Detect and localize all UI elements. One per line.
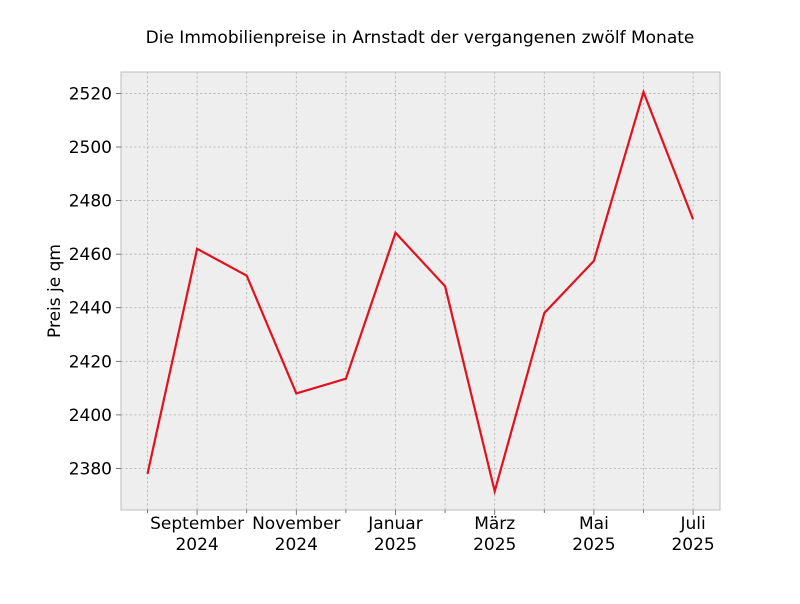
y-tick-label: 2500 — [69, 138, 112, 158]
x-tick-label-line: 2025 — [572, 535, 615, 555]
x-tick-label-line: Mai — [579, 514, 609, 534]
x-tick-label-line: 2025 — [473, 535, 516, 555]
x-tick-label-line: 2024 — [175, 535, 218, 555]
y-tick-label: 2420 — [69, 352, 112, 372]
y-tick-label: 2380 — [69, 459, 112, 479]
x-tick-label-line: März — [474, 514, 515, 534]
y-tick-label: 2400 — [69, 406, 112, 426]
x-tick-label-line: 2024 — [275, 535, 318, 555]
x-tick-label-line: 2025 — [374, 535, 417, 555]
x-tick-label-line: September — [150, 514, 244, 534]
x-tick-label-line: Juli — [679, 514, 705, 534]
x-tick-label-line: Januar — [367, 514, 422, 534]
x-tick-label-line: 2025 — [671, 535, 714, 555]
y-tick-label: 2520 — [69, 84, 112, 104]
x-tick-label-line: November — [252, 514, 340, 534]
y-axis-label: Preis je qm — [45, 244, 65, 338]
y-tick-label: 2440 — [69, 299, 112, 319]
y-tick-label: 2480 — [69, 192, 112, 212]
y-tick-label: 2460 — [69, 245, 112, 265]
chart-title: Die Immobilienpreise in Arnstadt der ver… — [146, 28, 695, 48]
